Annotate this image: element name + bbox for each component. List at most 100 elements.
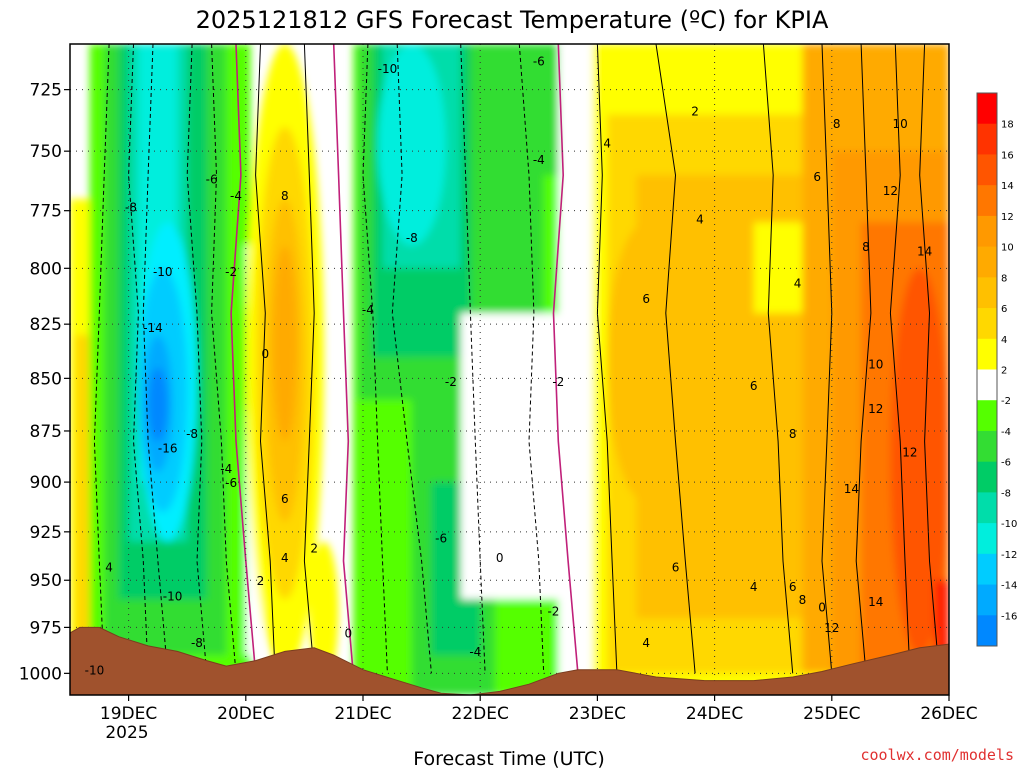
contour-label: 8	[281, 189, 289, 203]
contour-solid-e	[762, 44, 794, 674]
contour-solid-g	[855, 44, 872, 674]
contour-label: -6	[206, 172, 218, 186]
colorbar-swatch	[977, 492, 997, 524]
y-tick-label: 850	[30, 369, 62, 389]
contour-label: 4	[281, 551, 289, 565]
colorbar-border	[976, 92, 998, 647]
colorbar-swatch	[977, 400, 997, 432]
contour-label: -8	[125, 201, 137, 215]
contour-label: -2	[547, 604, 559, 618]
contour-label: 4	[603, 136, 611, 150]
shading-layer	[70, 44, 949, 695]
contour-label: -8	[406, 231, 418, 245]
y-tick-label: 775	[30, 202, 62, 222]
colorbar-swatch	[977, 338, 997, 370]
contour-label: -10	[85, 663, 105, 677]
contour-labels: -10-8-10-14-16-8-6-4-2-4-64-10-80864220-…	[85, 54, 933, 677]
y-tick-label: 875	[30, 422, 62, 442]
contour-label: 14	[917, 245, 932, 259]
warm-pocket-21dec	[309, 541, 339, 683]
contour-label: 6	[813, 170, 821, 184]
contour-solid-a	[255, 44, 276, 674]
contour-label: 2	[257, 574, 265, 588]
x-axis-label: Forecast Time (UTC)	[413, 748, 604, 768]
contour-label: 14	[844, 482, 859, 496]
contour-label: -4	[533, 153, 545, 167]
contour-label: 0	[262, 347, 270, 361]
colorbar-swatch	[977, 154, 997, 186]
contour-label: -4	[469, 645, 481, 659]
contour-solid-c	[596, 44, 618, 674]
contour-label: 8	[799, 593, 807, 607]
colorbar-tick-label: 10	[1001, 243, 1014, 254]
contour-label: -2	[225, 265, 237, 279]
contour-label: 14	[868, 595, 883, 609]
colorbar-swatch	[977, 584, 997, 616]
contour-lines	[93, 44, 940, 674]
contour-label: 8	[862, 240, 870, 254]
plot-border	[69, 43, 950, 696]
contour-label: 4	[750, 580, 758, 594]
colorbar-swatch	[977, 308, 997, 340]
contour-solid-f	[821, 44, 833, 674]
x-tick-label: 23DEC	[569, 704, 626, 724]
colorbar-tick-label: -16	[1001, 611, 1017, 622]
colorbar-tick-label: 16	[1001, 150, 1014, 161]
colorbar-swatch	[977, 123, 997, 155]
x-year-label: 2025	[105, 723, 148, 743]
contour-label: -2	[445, 375, 457, 389]
colorbar-tick-label: 2	[1001, 366, 1007, 377]
y-tick-label: 950	[30, 571, 62, 591]
y-tick-label: 825	[30, 315, 62, 335]
contour-zero-c	[552, 44, 579, 674]
x-tick-label: 24DEC	[686, 704, 743, 724]
colorbar-tick-label: 12	[1001, 212, 1014, 223]
contour-zero-a	[230, 44, 257, 674]
contour-label: 10	[868, 358, 883, 372]
contour-label: 8	[789, 427, 797, 441]
plot-area	[70, 44, 949, 695]
colorbar-swatch	[977, 185, 997, 217]
contour-label: -8	[186, 427, 198, 441]
contour-label: 6	[750, 379, 758, 393]
colorbar-tick-label: 6	[1001, 304, 1007, 315]
contour-label: -4	[230, 189, 242, 203]
cold-core-21dec	[377, 44, 447, 246]
x-tick-label: 19DEC	[100, 704, 157, 724]
y-tick-label: 725	[30, 81, 62, 101]
colorbar: 18 16 14 12 10 8 6 4 2 -2 -4 -6 -8 -10 -12 -14 -16	[976, 92, 1017, 647]
x-tick-label: 22DEC	[452, 704, 509, 724]
colorbar-swatch	[977, 615, 997, 647]
contour-label: -6	[225, 476, 237, 490]
terrain-surface	[70, 626, 949, 695]
colorbar-swatch	[977, 215, 997, 248]
x-axis-ticks: 19DEC 20DEC 21DEC 22DEC 23DEC 24DEC 25DEC 26DEC	[100, 695, 978, 724]
neutral-band-23dec	[558, 44, 593, 695]
x-tick-label: 21DEC	[334, 704, 391, 724]
colorbar-swatch	[977, 430, 997, 463]
cold-core-d	[148, 367, 168, 442]
warm-notch-24dec	[753, 222, 803, 314]
contour-label: 0	[818, 601, 826, 615]
colorbar-swatch	[977, 553, 997, 586]
y-axis-ticks: 725 750 775 800 825 850 875 900 925 950 975 1000	[19, 81, 70, 684]
contour-label: -8	[191, 636, 203, 650]
contour-label: -10	[153, 265, 173, 279]
cold-upper-22dec	[499, 44, 559, 176]
y-tick-label: 900	[30, 473, 62, 493]
neutral-gap-22dec	[460, 313, 569, 600]
colorbar-tick-label: -8	[1001, 488, 1011, 499]
colorbar-tick-label: -14	[1001, 581, 1017, 592]
colorbar-swatch	[977, 369, 997, 401]
colorbar-swatch	[977, 277, 997, 309]
y-tick-label: 750	[30, 142, 62, 162]
contour-label: 6	[789, 580, 797, 594]
contour-label: 0	[345, 627, 353, 641]
chart-title: 2025121812 GFS Forecast Temperature (ºC)…	[196, 6, 829, 34]
contour-label: 2	[310, 541, 318, 555]
y-tick-label: 975	[30, 618, 62, 638]
warm-pocket-23dec	[607, 222, 686, 503]
contour-label: 12	[902, 446, 917, 460]
colorbar-tick-label: 18	[1001, 120, 1014, 131]
contour-solid-h	[889, 44, 911, 674]
